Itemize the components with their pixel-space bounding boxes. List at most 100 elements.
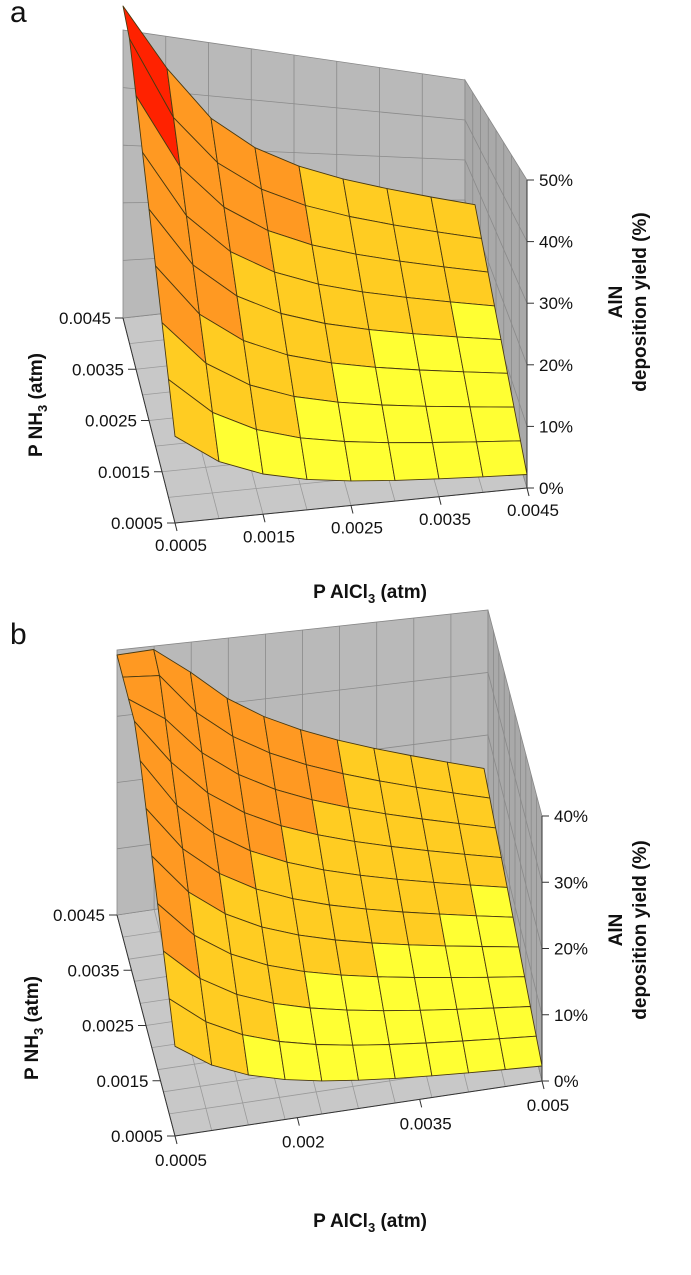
surface-cell (452, 792, 497, 829)
surface-cell (377, 976, 421, 1012)
surface-cell (317, 834, 361, 876)
surface-cell (390, 846, 435, 883)
svg-text:deposition yield (%): deposition yield (%) (630, 840, 651, 1019)
surface-cell (425, 405, 477, 443)
svg-text:AlN: AlN (606, 914, 627, 947)
x-tick-label: 0.0035 (419, 510, 471, 529)
surface-cell (344, 441, 396, 482)
chart-panel-b: b 0% 10% 20% 30% 40% 0.0005 0.002 0.0035 0.005 0.… (0, 609, 691, 1275)
surface-cell (388, 1042, 433, 1079)
surface-mesh (116, 649, 543, 1082)
svg-text:deposition yield (%): deposition yield (%) (630, 212, 651, 391)
y-axis: 0.0005 0.0015 0.0025 0.0035 0.0045 (53, 906, 176, 1146)
surface-cell (385, 813, 429, 852)
x-axis-title: P AlCl3 (atm) (313, 582, 427, 606)
y-tick-label: 0.0035 (68, 961, 120, 980)
surface-cell (462, 1038, 506, 1074)
z-tick-label: 50% (539, 171, 573, 190)
surface-cell (337, 401, 389, 444)
surface-cell (331, 362, 383, 406)
surface-cell (415, 786, 460, 825)
z-tick-label: 10% (539, 417, 573, 436)
y-tick-label: 0.0025 (85, 412, 137, 431)
x-tick-label: 0.0005 (155, 1151, 207, 1170)
surface-cell (450, 301, 502, 341)
surface-cell (329, 904, 373, 944)
surface-cell (388, 442, 440, 481)
surface-cell (443, 266, 495, 307)
z-axis: 0% 10% 20% 30% 40% 50% (526, 171, 573, 498)
x-axis-title: P AlCl3 (atm) (313, 1211, 427, 1235)
surface-cell (458, 823, 502, 859)
z-tick-label: 10% (554, 1006, 588, 1025)
y-tick-label: 0.0005 (111, 514, 163, 533)
surface-cell (499, 1035, 543, 1070)
surface-cell (412, 333, 464, 373)
surface-cell (481, 946, 526, 978)
surface-cell (355, 253, 407, 298)
surface-cell (425, 1040, 470, 1077)
surface-cell (421, 818, 466, 855)
surface-cell (267, 964, 311, 1009)
surface-cell (348, 807, 392, 847)
x-tick-label: 0.005 (527, 1096, 570, 1115)
y-tick-label: 0.0035 (72, 360, 124, 379)
z-tick-label: 20% (554, 940, 588, 959)
surface-cell (383, 1009, 427, 1045)
y-tick-label: 0.0045 (59, 309, 111, 328)
surface-cell (278, 1041, 323, 1082)
surface-cell (273, 1002, 317, 1045)
z-tick-label: 0% (539, 479, 564, 498)
surface-cell (292, 898, 336, 941)
svg-text:AlN: AlN (606, 286, 627, 319)
surface-cell (450, 976, 495, 1010)
surface-cell (414, 977, 458, 1011)
surface-cell (470, 884, 514, 918)
z-tick-label: 30% (554, 873, 588, 892)
surface-cell (408, 944, 452, 979)
y-axis: 0.0005 0.0015 0.0025 0.0035 0.0045 (59, 309, 176, 533)
y-tick-label: 0.0045 (53, 906, 105, 925)
surface-chart-b: 0%10%20%30%40%0.00050.0020.00350.0050.00… (22, 609, 651, 1235)
surface-cell (340, 974, 385, 1012)
z-tick-label: 40% (554, 807, 588, 826)
surface-cell (352, 1044, 396, 1081)
x-tick-label: 0.0005 (155, 536, 207, 555)
surface-cell (456, 336, 508, 374)
surface-cell (463, 371, 515, 408)
surface-cell (242, 1034, 286, 1081)
surface-cell (298, 934, 342, 976)
surface-cell (116, 649, 160, 678)
surface-cell (354, 840, 398, 880)
surface-cell (315, 1044, 359, 1082)
z-axis: 0% 10% 20% 30% 40% (541, 807, 588, 1091)
surface-cell (437, 231, 489, 273)
surface-cell (324, 323, 376, 368)
surface-cell (309, 1007, 354, 1046)
surface-cell (456, 1007, 500, 1042)
surface-cell (433, 881, 477, 917)
x-tick-label: 0.0045 (507, 501, 559, 520)
z-tick-label: 20% (539, 356, 573, 375)
x-tick-label: 0.0015 (243, 527, 295, 546)
y-axis-title: P NH3 (atm) (22, 976, 46, 1080)
surface-chart-a: 0% 10% 20% 30% 40% 50% 0.0005 0.0015 0.0025 0.003… (26, 5, 651, 606)
y-tick-label: 0.0015 (98, 463, 150, 482)
x-tick-label: 0.002 (282, 1133, 325, 1152)
surface-cell (427, 850, 471, 886)
surface-cell (475, 915, 520, 948)
surface-cell (487, 976, 531, 1009)
surface-cell (444, 945, 489, 979)
surface-cell (375, 366, 427, 407)
surface-cell (303, 971, 348, 1011)
surface-cell (381, 404, 433, 444)
x-tick-label: 0.0025 (331, 519, 383, 538)
x-axis: 0.0005 0.002 0.0035 0.005 (155, 1080, 570, 1170)
surface-cell (406, 296, 458, 338)
surface-cell (323, 869, 367, 910)
surface-cell (396, 878, 441, 915)
surface-cell (371, 942, 415, 978)
surface-cell (365, 908, 410, 946)
surface-cell (439, 913, 483, 947)
surface-cell (432, 441, 484, 480)
